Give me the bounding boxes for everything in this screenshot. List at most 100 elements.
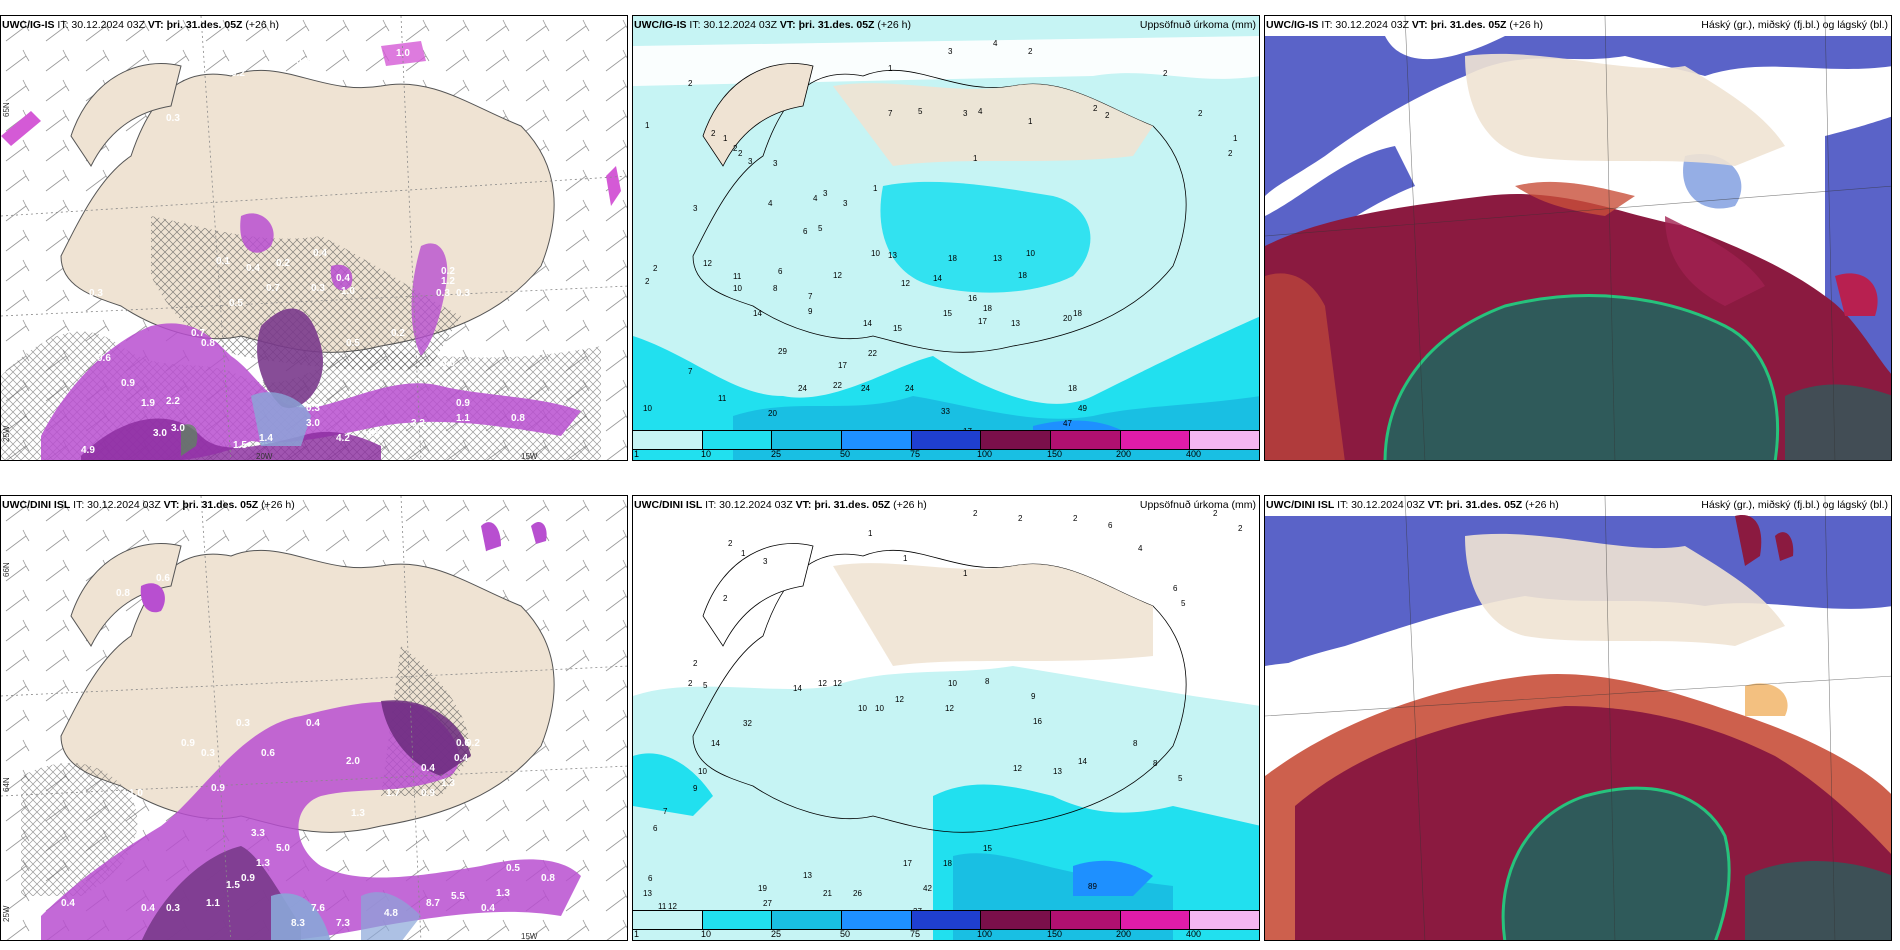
value-label: 2 [1018, 514, 1023, 523]
lat-label: 64N [2, 777, 11, 792]
value-label: 8 [1133, 739, 1138, 748]
panel-top-right: UWC/IG-IS IT: 30.12.2024 03Z VT: þri. 31… [1264, 15, 1892, 461]
value-label: 2 [645, 277, 650, 286]
value-label: 12 [1013, 764, 1022, 773]
value-label: 24 [861, 384, 870, 393]
legend-tick: 200 [1116, 929, 1132, 939]
value-label: 13 [643, 889, 652, 898]
value-label: 3 [948, 47, 953, 56]
value-label: 0.4 [336, 273, 350, 284]
value-label: 6 [1173, 584, 1178, 593]
value-label: 9 [1031, 692, 1036, 701]
value-label: 0.8 [116, 588, 130, 599]
value-label: 0.4 [481, 903, 495, 914]
lead-time: (+26 h) [245, 19, 279, 31]
value-label: 2 [1228, 149, 1233, 158]
value-label: 0.6 [261, 748, 275, 759]
legend-tick: 25 [771, 929, 782, 939]
value-label: 14 [1078, 757, 1087, 766]
value-label: 4 [768, 199, 773, 208]
panel-title: UWC/IG-IS IT: 30.12.2024 03Z VT: þri. 31… [634, 19, 911, 31]
legend-swatch [702, 431, 773, 449]
legend-swatch [633, 911, 703, 929]
panel-title: UWC/IG-IS IT: 30.12.2024 03Z VT: þri. 31… [2, 19, 279, 31]
legend-colorbar [633, 910, 1259, 930]
value-label: 17 [903, 859, 912, 868]
value-label: 0.3 [201, 748, 215, 759]
value-label: 15 [983, 844, 992, 853]
value-label: 12 [895, 695, 904, 704]
value-label: 2 [723, 594, 728, 603]
value-label: 7.6 [311, 903, 325, 914]
value-label: 0.2 [466, 738, 480, 749]
value-label: 10 [875, 704, 884, 713]
value-label: 1.1 [456, 413, 470, 424]
value-label: 6 [653, 824, 658, 833]
value-label: 10 [643, 404, 652, 413]
legend-swatch [1120, 431, 1191, 449]
legend-swatch [1120, 911, 1191, 929]
value-label: 3.0 [171, 423, 185, 434]
legend-tick: 10 [701, 929, 712, 939]
value-label: 14 [933, 274, 942, 283]
value-label: 1.7 [386, 788, 400, 799]
value-label: 0.4 [296, 56, 310, 67]
value-label: 0.3 [166, 903, 180, 914]
value-label: 0.6 [97, 353, 111, 364]
panel-top-left: 65N 25W 20W 15W 1.0 0.4 0.3 0.2 0.4 0.4 … [0, 15, 628, 461]
valid-time: VT: þri. 31.des. 05Z [163, 499, 259, 511]
value-label: 0.4 [61, 898, 75, 909]
lead-time: (+26 h) [1525, 499, 1559, 511]
legend-tick: 400 [1186, 929, 1202, 939]
value-label: 20 [768, 409, 777, 418]
value-label: 2 [693, 659, 698, 668]
legend-tick: 100 [977, 449, 993, 459]
value-label: 12 [901, 279, 910, 288]
value-label: 24 [798, 384, 807, 393]
precip-legend: 1 10 25 50 75 100 150 200 400 [633, 430, 1259, 460]
init-time: IT: 30.12.2024 03Z [689, 19, 777, 31]
value-label: 3 [748, 157, 753, 166]
value-label: 4.8 [384, 908, 398, 919]
value-label: 17 [838, 361, 847, 370]
value-label: 0.9 [241, 873, 255, 884]
value-label: 2 [1238, 524, 1243, 533]
legend-tick: 25 [771, 449, 782, 459]
value-label: 10 [733, 284, 742, 293]
init-time: IT: 30.12.2024 03Z [705, 499, 793, 511]
value-label: 0.3 [456, 288, 470, 299]
value-label: 0.4 [454, 753, 468, 764]
value-label: 5 [818, 224, 823, 233]
legend-swatch [981, 431, 1052, 449]
value-label: 0.7 [191, 328, 205, 339]
map-top-left: 65N 25W 20W 15W 1.0 0.4 0.3 0.2 0.4 0.4 … [1, 16, 627, 460]
value-label: 2 [1163, 69, 1168, 78]
lead-time: (+26 h) [1509, 19, 1543, 31]
value-label: 32 [743, 719, 752, 728]
value-label: 2 [733, 144, 738, 153]
legend-tick: 100 [977, 929, 993, 939]
legend-tick: 75 [910, 929, 921, 939]
value-label: 18 [1073, 309, 1082, 318]
value-label: 12 [818, 679, 827, 688]
value-label: 1 [873, 184, 878, 193]
value-label: 13 [1053, 767, 1062, 776]
value-label: 18 [1068, 384, 1077, 393]
legend-tick: 200 [1116, 449, 1132, 459]
value-label: 12 [945, 704, 954, 713]
value-label: 2 [738, 149, 743, 158]
value-label: 22 [833, 381, 842, 390]
value-label: 19 [758, 884, 767, 893]
snow-values: 0.6 0.8 0.3 0.4 0.4 0.9 0.3 0.6 2.0 0.6 … [61, 573, 555, 929]
value-label: 2 [711, 129, 716, 138]
value-label: 1 [741, 549, 746, 558]
legend-ticks: 1 10 25 50 75 100 150 200 400 [633, 929, 1259, 940]
value-label: 1.0 [129, 788, 143, 799]
field-title: Háský (gr.), miðský (fj.bl.) og lágský (… [1701, 19, 1888, 31]
value-label: 13 [1011, 319, 1020, 328]
value-label: 0.5 [229, 298, 243, 309]
value-label: 2.2 [166, 396, 180, 407]
value-label: 0.2 [441, 266, 455, 277]
value-label: 11 [733, 272, 742, 281]
value-label: 4.2 [336, 433, 350, 444]
